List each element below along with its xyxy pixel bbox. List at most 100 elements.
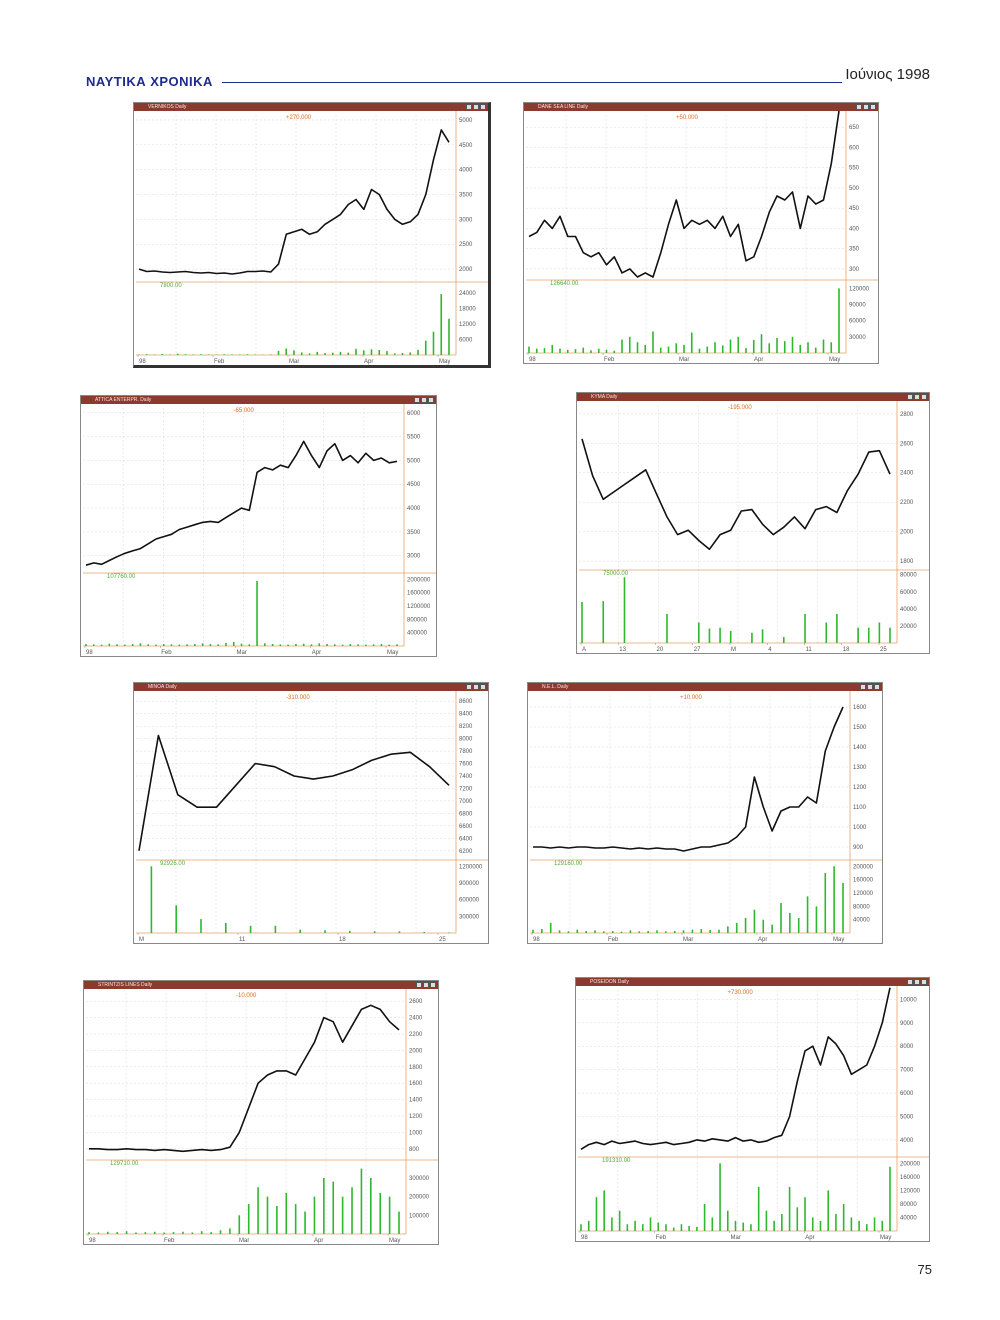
- price-tick-label: 6800: [459, 811, 473, 817]
- price-tick-label: 9000: [900, 1021, 914, 1027]
- volume-bar: [302, 643, 305, 646]
- header-rule: [222, 82, 842, 83]
- minimize-icon[interactable]: [907, 979, 913, 985]
- window-titlebar[interactable]: MINOA Daily: [134, 683, 488, 691]
- volume-bar: [719, 627, 721, 643]
- chart-window-nel[interactable]: N.E.L. Daily 900 1000 1100 1200 1300 1400 1500…: [527, 682, 883, 944]
- close-icon[interactable]: [921, 979, 927, 985]
- volume-bar: [721, 345, 724, 353]
- volume-bar: [370, 1177, 372, 1234]
- chart-window-minoa[interactable]: MINOA Daily 6200 6400 6600 6800 7000 7200 7400…: [133, 682, 489, 944]
- volume-tick-label: 120000: [849, 286, 870, 292]
- chart-window-dane-sea-line[interactable]: DANE SEA LINE Daily 300 350 400 450 500 550 60…: [523, 102, 879, 364]
- minimize-icon[interactable]: [856, 104, 862, 110]
- volume-tick-label: 600000: [459, 898, 480, 904]
- price-tick-label: 800: [409, 1147, 420, 1153]
- volume-bar: [535, 348, 538, 353]
- volume-bar: [665, 1224, 667, 1231]
- volume-bar: [440, 294, 443, 355]
- price-tick-label: 2000: [409, 1048, 423, 1054]
- change-label: -10.000: [236, 993, 257, 999]
- price-tick-label: 2500: [459, 242, 473, 248]
- chart-window-poseidon[interactable]: POSEIDON Daily 4000 5000 6000 7000 8000 9000 1…: [575, 977, 930, 1242]
- volume-tick-label: 200000: [409, 1195, 430, 1201]
- maximize-icon[interactable]: [473, 684, 479, 690]
- volume-bar: [691, 929, 694, 933]
- maximize-icon[interactable]: [867, 684, 873, 690]
- volume-bar: [757, 1187, 760, 1231]
- close-icon[interactable]: [480, 684, 486, 690]
- chart-window-vernikos[interactable]: VERNIKOS Daily 2000 2500 3000 3500 4000 4500 5…: [133, 102, 491, 368]
- close-icon[interactable]: [430, 982, 436, 988]
- close-icon[interactable]: [870, 104, 876, 110]
- volume-tick-label: 300000: [409, 1176, 430, 1182]
- price-tick-label: 1800: [409, 1065, 423, 1071]
- volume-bar: [842, 883, 844, 933]
- change-label: +10.000: [680, 695, 703, 701]
- x-tick-label: Mar: [237, 650, 247, 656]
- window-titlebar[interactable]: DANE SEA LINE Daily: [524, 103, 878, 111]
- volume-bar: [145, 354, 148, 355]
- window-titlebar[interactable]: ATTICA ENTERPR. Daily: [81, 396, 436, 404]
- volume-bar: [698, 622, 700, 643]
- maximize-icon[interactable]: [473, 104, 479, 110]
- price-tick-label: 2200: [900, 500, 914, 506]
- volume-bar: [673, 931, 676, 933]
- volume-bar: [729, 339, 732, 353]
- volume-bar: [652, 331, 654, 353]
- volume-bar: [215, 354, 218, 355]
- minimize-icon[interactable]: [466, 104, 472, 110]
- minimize-icon[interactable]: [414, 397, 420, 403]
- volume-bar: [423, 931, 425, 933]
- price-tick-label: 1200: [409, 1114, 423, 1120]
- maximize-icon[interactable]: [421, 397, 427, 403]
- maximize-icon[interactable]: [914, 979, 920, 985]
- maximize-icon[interactable]: [863, 104, 869, 110]
- chart-window-attica[interactable]: ATTICA ENTERPR. Daily 3000 3500 4000 4500 50…: [80, 395, 437, 657]
- volume-bar: [106, 1231, 109, 1234]
- volume-bar: [379, 1192, 382, 1234]
- stock-chart: 900 1000 1100 1200 1300 1400 1500 1600 40000 8000…: [528, 691, 882, 943]
- window-titlebar[interactable]: VERNIKOS Daily: [134, 103, 488, 111]
- window-titlebar[interactable]: POSEIDON Daily: [576, 978, 929, 986]
- chart-window-kyma[interactable]: KYMA Daily 1800 2000 2200 2400 2600 2800 20000…: [576, 392, 930, 654]
- minimize-icon[interactable]: [416, 982, 422, 988]
- change-label: +730.000: [728, 990, 754, 996]
- volume-bar: [814, 347, 817, 353]
- close-icon[interactable]: [428, 397, 434, 403]
- price-tick-label: 6200: [459, 849, 473, 855]
- change-label: -310.000: [286, 695, 310, 701]
- close-icon[interactable]: [874, 684, 880, 690]
- volume-tick-label: 1600000: [407, 591, 431, 597]
- volume-bar: [150, 866, 153, 933]
- stock-chart: 800 1000 1200 1400 1600 1800 2000 2200 2400 2600 1…: [84, 989, 438, 1244]
- chart-window-strintzis[interactable]: STRINTZIS LINES Daily 800 1000 1200 1400 160…: [83, 980, 439, 1245]
- volume-bar: [737, 336, 740, 353]
- price-tick-label: 8400: [459, 712, 473, 718]
- close-icon[interactable]: [480, 104, 486, 110]
- price-tick-label: 3500: [459, 193, 473, 199]
- price-series-line: [89, 1004, 400, 1153]
- volume-bar: [781, 1214, 783, 1231]
- close-icon[interactable]: [921, 394, 927, 400]
- price-tick-label: 500: [849, 186, 860, 192]
- price-tick-label: 1000: [409, 1130, 423, 1136]
- maximize-icon[interactable]: [914, 394, 920, 400]
- window-titlebar[interactable]: STRINTZIS LINES Daily: [84, 981, 438, 989]
- volume-bar: [822, 339, 825, 353]
- volume-bar: [225, 643, 227, 646]
- window-titlebar[interactable]: KYMA Daily: [577, 393, 929, 401]
- window-titlebar[interactable]: N.E.L. Daily: [528, 683, 882, 691]
- volume-bar: [753, 909, 756, 933]
- price-tick-label: 2400: [900, 471, 914, 477]
- volume-bar: [582, 347, 585, 353]
- maximize-icon[interactable]: [423, 982, 429, 988]
- volume-tick-label: 12000: [459, 322, 476, 328]
- x-tick-label: 25: [439, 937, 446, 943]
- minimize-icon[interactable]: [860, 684, 866, 690]
- minimize-icon[interactable]: [907, 394, 913, 400]
- volume-bar: [269, 354, 272, 355]
- volume-bar: [238, 354, 241, 355]
- x-tick-label: Mar: [679, 357, 689, 363]
- minimize-icon[interactable]: [466, 684, 472, 690]
